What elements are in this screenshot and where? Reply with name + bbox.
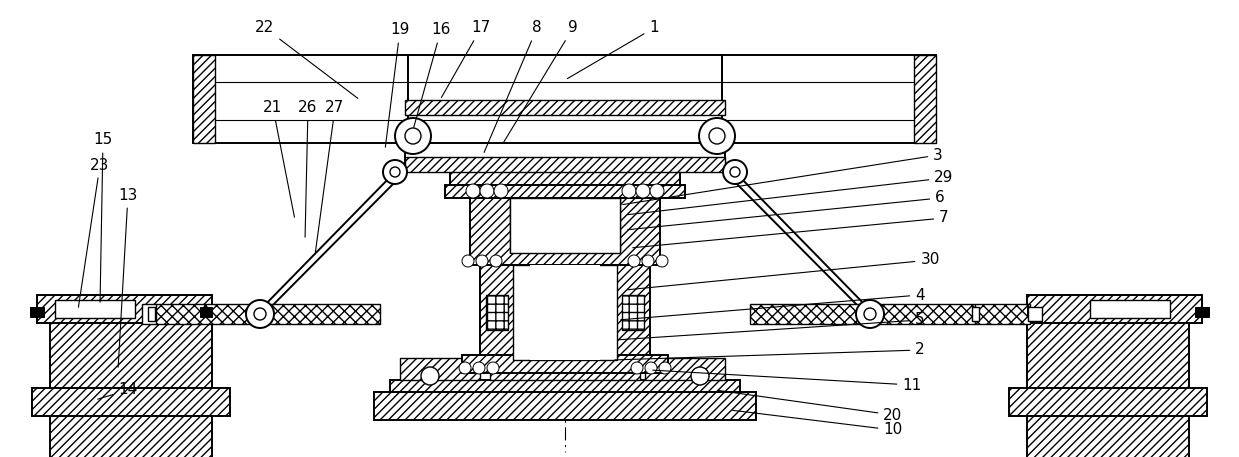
- Circle shape: [473, 362, 484, 374]
- Circle shape: [405, 128, 421, 144]
- Text: 6: 6: [628, 191, 945, 230]
- Circle shape: [494, 184, 508, 198]
- Text: 26: 26: [299, 101, 317, 237]
- Circle shape: [655, 255, 668, 267]
- Text: 10: 10: [732, 410, 903, 437]
- Bar: [510, 198, 620, 253]
- Circle shape: [421, 367, 439, 385]
- Bar: [513, 265, 617, 360]
- Bar: [147, 307, 155, 321]
- Bar: [1028, 307, 1042, 321]
- Bar: [486, 295, 508, 330]
- Bar: [408, 55, 722, 143]
- Bar: [445, 185, 685, 198]
- Bar: [914, 55, 935, 143]
- Bar: [390, 380, 740, 392]
- Text: 23: 23: [78, 158, 110, 307]
- Bar: [975, 304, 1030, 324]
- Bar: [1090, 300, 1170, 318]
- Text: 19: 19: [385, 22, 410, 147]
- Bar: [155, 304, 380, 324]
- Bar: [405, 100, 725, 172]
- Bar: [400, 358, 479, 380]
- Bar: [405, 100, 725, 115]
- Circle shape: [487, 362, 499, 374]
- Bar: [622, 295, 644, 330]
- Circle shape: [650, 184, 664, 198]
- Text: 2: 2: [615, 342, 924, 360]
- Bar: [973, 307, 979, 321]
- Circle shape: [628, 255, 641, 267]
- Bar: [646, 358, 725, 380]
- Text: 21: 21: [264, 101, 295, 217]
- Text: 13: 13: [118, 187, 138, 367]
- Circle shape: [462, 255, 475, 267]
- Circle shape: [390, 167, 400, 177]
- Bar: [462, 355, 668, 373]
- Bar: [55, 300, 135, 318]
- Circle shape: [724, 160, 747, 184]
- Circle shape: [659, 362, 672, 374]
- Text: 4: 4: [621, 287, 924, 320]
- Bar: [374, 392, 756, 420]
- Circle shape: [247, 300, 274, 328]
- Bar: [30, 307, 45, 317]
- Bar: [1027, 307, 1040, 317]
- Circle shape: [646, 362, 657, 374]
- Bar: [193, 55, 408, 143]
- Circle shape: [631, 362, 643, 374]
- Circle shape: [636, 184, 650, 198]
- Text: 9: 9: [503, 21, 577, 143]
- Text: 5: 5: [618, 313, 924, 340]
- Text: 16: 16: [414, 22, 451, 128]
- Text: 22: 22: [255, 21, 358, 98]
- Bar: [1009, 388, 1207, 416]
- Bar: [722, 55, 935, 143]
- Text: 17: 17: [441, 21, 491, 98]
- Bar: [530, 265, 600, 360]
- Circle shape: [476, 255, 488, 267]
- Bar: [1027, 295, 1202, 323]
- Bar: [142, 304, 156, 324]
- Circle shape: [479, 184, 494, 198]
- Text: 8: 8: [484, 21, 541, 153]
- Bar: [32, 388, 230, 416]
- Circle shape: [856, 300, 883, 328]
- Bar: [479, 265, 650, 360]
- Text: 14: 14: [98, 383, 138, 399]
- Circle shape: [489, 255, 502, 267]
- Circle shape: [691, 367, 709, 385]
- Text: 11: 11: [653, 370, 922, 393]
- Circle shape: [642, 255, 654, 267]
- Bar: [450, 172, 680, 185]
- Text: 1: 1: [567, 21, 659, 79]
- Bar: [1194, 307, 1209, 317]
- Text: 7: 7: [633, 211, 949, 248]
- Bar: [1027, 323, 1189, 457]
- Circle shape: [864, 308, 876, 320]
- Circle shape: [254, 308, 266, 320]
- Bar: [199, 307, 212, 317]
- Circle shape: [383, 160, 406, 184]
- Text: 20: 20: [717, 390, 903, 423]
- Text: 15: 15: [93, 133, 113, 302]
- Circle shape: [730, 167, 740, 177]
- Bar: [405, 157, 725, 172]
- Circle shape: [458, 362, 471, 374]
- Bar: [193, 55, 216, 143]
- Text: 27: 27: [316, 101, 344, 252]
- Text: 30: 30: [628, 253, 939, 290]
- Text: 3: 3: [623, 148, 943, 205]
- Circle shape: [466, 184, 479, 198]
- Bar: [37, 295, 212, 323]
- Bar: [750, 304, 975, 324]
- Text: 29: 29: [628, 170, 954, 215]
- Bar: [50, 323, 212, 457]
- Bar: [470, 198, 660, 265]
- Bar: [489, 358, 641, 380]
- Circle shape: [395, 118, 431, 154]
- Circle shape: [709, 128, 725, 144]
- Circle shape: [699, 118, 735, 154]
- Circle shape: [622, 184, 636, 198]
